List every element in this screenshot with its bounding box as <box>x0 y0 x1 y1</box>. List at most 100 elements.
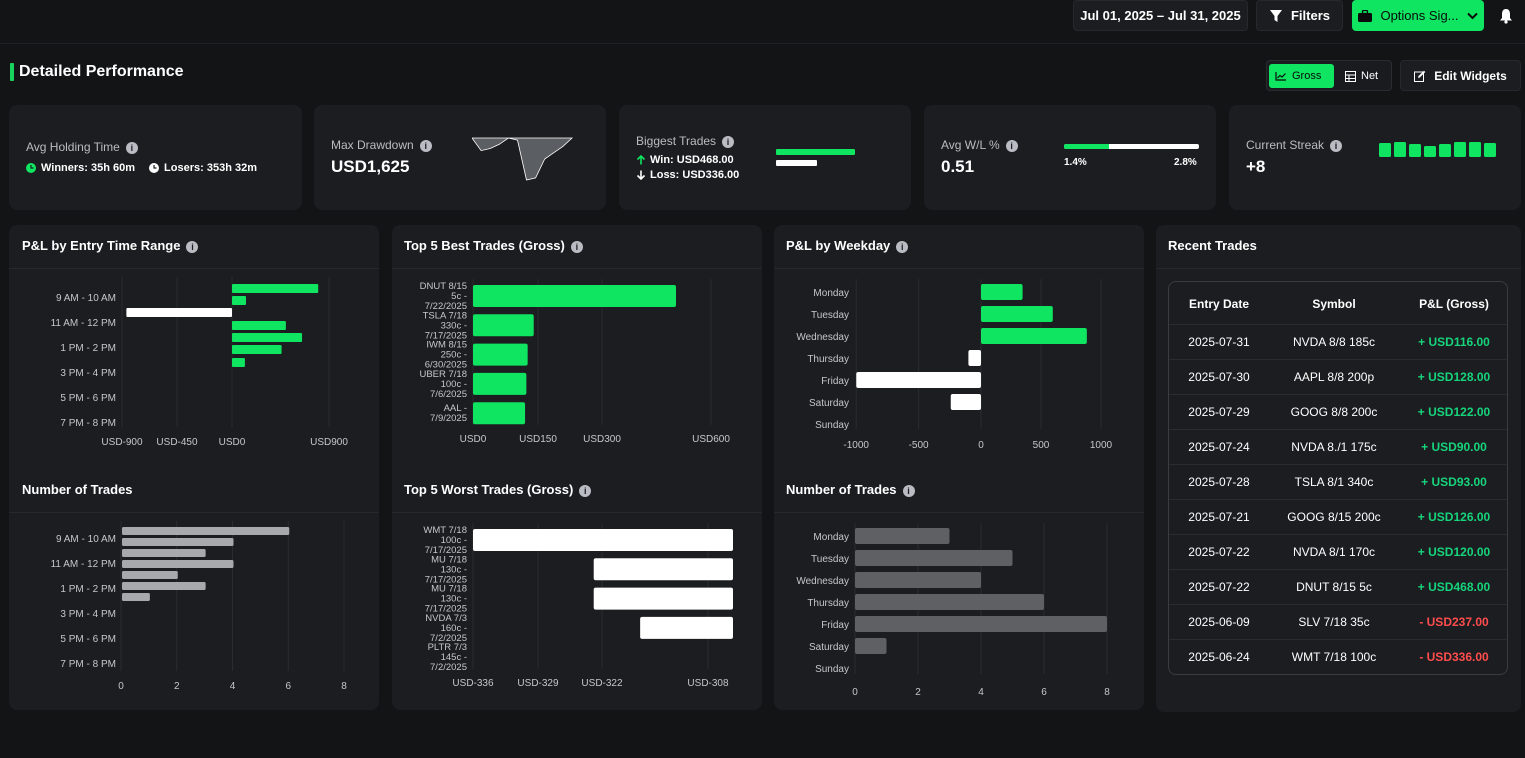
y-tick-label: 100c - <box>441 535 467 546</box>
gross-toggle-button[interactable]: Gross <box>1269 64 1334 88</box>
cell-pnl: + USD90.00 <box>1421 440 1487 454</box>
filters-label: Filters <box>1290 8 1330 23</box>
time-range-panel: P&L by Entry Time Range i USD-900 USD-450 U… <box>9 225 379 710</box>
weekday-panel: P&L by Weekday i -1000 -500 0 500 1000 Monday T… <box>774 225 1144 710</box>
cell-pnl: + USD128.00 <box>1417 370 1491 384</box>
x-tick-label: USD0 <box>460 434 487 445</box>
y-tick-label: IWM 8/15 <box>426 340 467 351</box>
y-tick-label: 1 PM - 2 PM <box>60 584 116 595</box>
cell-symbol: NVDA 8/8 185c <box>1292 335 1376 349</box>
table-row[interactable]: 2025-07-22 DNUT 8/15 5c + USD468.00 <box>1169 569 1507 604</box>
divider <box>392 268 762 269</box>
current-streak-label: Current Streak i <box>1246 138 1343 152</box>
y-tick-label: 7/2/2025 <box>430 633 467 644</box>
y-tick-label: Wednesday <box>796 332 849 343</box>
y-tick-label: TSLA 7/18 <box>423 310 467 321</box>
info-icon[interactable]: i <box>1005 139 1018 152</box>
y-tick-label: Sunday <box>815 664 849 675</box>
biggest-win-row: Win: USD468.00 <box>636 154 734 166</box>
info-icon[interactable]: i <box>579 484 592 497</box>
info-icon[interactable]: i <box>125 141 138 154</box>
y-tick-label: 7/9/2025 <box>430 413 467 424</box>
col-entry-date[interactable]: Entry Date <box>1188 296 1250 311</box>
cell-symbol: NVDA 8/1 170c <box>1292 545 1376 559</box>
y-tick-label: Saturday <box>809 642 849 653</box>
info-icon[interactable]: i <box>902 484 915 497</box>
top-bar: Jul 01, 2025 – Jul 31, 2025 Filters Opti… <box>0 0 1525 44</box>
max-drawdown-label: Max Drawdown i <box>331 138 432 152</box>
table-row[interactable]: 2025-07-29 GOOG 8/8 200c + USD122.00 <box>1169 394 1507 429</box>
divider <box>392 512 762 513</box>
info-icon[interactable]: i <box>186 240 199 253</box>
table-row[interactable]: 2025-07-21 GOOG 8/15 200c + USD126.00 <box>1169 499 1507 534</box>
x-tick-label: USD0 <box>219 437 246 448</box>
options-signal-dropdown[interactable]: Options Sig... <box>1352 0 1484 31</box>
info-icon[interactable]: i <box>722 135 735 148</box>
info-icon[interactable]: i <box>1330 139 1343 152</box>
recent-trades-title: Recent Trades <box>1168 238 1257 253</box>
table-row[interactable]: 2025-07-31 NVDA 8/8 185c + USD116.00 <box>1169 324 1507 359</box>
bar <box>968 350 981 366</box>
col-pnl[interactable]: P&L (Gross) <box>1419 296 1489 311</box>
y-tick-label: 3 PM - 4 PM <box>60 609 116 620</box>
bar <box>855 594 1044 610</box>
cell-pnl: + USD468.00 <box>1417 580 1491 594</box>
y-tick-label: Sunday <box>815 420 849 431</box>
best-worst-panel: Top 5 Best Trades (Gross) i USD0 USD150 USD… <box>392 225 762 710</box>
divider <box>1156 268 1521 269</box>
col-symbol[interactable]: Symbol <box>1312 296 1356 311</box>
y-tick-label: 1 PM - 2 PM <box>60 343 116 354</box>
y-tick-label: Tuesday <box>811 554 849 565</box>
avg-wl-card: Avg W/L % i 0.51 1.4% 2.8% <box>924 105 1216 210</box>
streak-bars <box>1379 142 1496 157</box>
table-row[interactable]: 2025-06-24 WMT 7/18 100c - USD336.00 <box>1169 639 1507 674</box>
avg-wl-label: Avg W/L % i <box>941 138 1018 152</box>
bar <box>232 345 282 354</box>
avg-holding-time-label: Avg Holding Time i <box>26 140 138 154</box>
info-icon[interactable]: i <box>419 139 432 152</box>
biggest-loss-bar <box>776 160 817 166</box>
info-icon[interactable]: i <box>570 240 583 253</box>
drawdown-sparkline <box>472 137 573 181</box>
x-tick-label: -1000 <box>843 440 869 451</box>
info-icon[interactable]: i <box>896 240 909 253</box>
net-toggle-button[interactable]: Net <box>1339 64 1389 88</box>
y-tick-label: 7 PM - 8 PM <box>60 418 116 429</box>
bar <box>855 638 887 654</box>
y-tick-label: 11 AM - 12 PM <box>51 559 116 570</box>
cell-symbol: NVDA 8./1 175c <box>1291 440 1377 454</box>
y-tick-label: 7/6/2025 <box>430 389 467 400</box>
y-tick-label: Monday <box>813 532 849 543</box>
y-tick-label: 7/17/2025 <box>425 604 467 615</box>
cell-symbol: GOOG 8/8 200c <box>1290 405 1378 419</box>
table-row[interactable]: 2025-07-30 AAPL 8/8 200p + USD128.00 <box>1169 359 1507 394</box>
filters-button[interactable]: Filters <box>1256 0 1343 31</box>
date-range-button[interactable]: Jul 01, 2025 – Jul 31, 2025 <box>1073 0 1248 31</box>
table-row[interactable]: 2025-07-24 NVDA 8./1 175c + USD90.00 <box>1169 429 1507 464</box>
y-tick-label: 7/17/2025 <box>425 574 467 585</box>
x-tick-label: 1000 <box>1090 440 1113 451</box>
streak-bar <box>1409 144 1421 157</box>
biggest-trades-card: Biggest Trades i Win: USD468.00 Loss: USD… <box>619 105 911 210</box>
table-row[interactable]: 2025-07-28 TSLA 8/1 340c + USD93.00 <box>1169 464 1507 499</box>
cell-pnl: + USD116.00 <box>1418 335 1490 349</box>
cell-symbol: DNUT 8/15 5c <box>1296 580 1372 594</box>
edit-widgets-button[interactable]: Edit Widgets <box>1400 60 1521 91</box>
line-chart-icon <box>1275 72 1286 81</box>
bar <box>473 529 733 551</box>
cell-symbol: AAPL 8/8 200p <box>1293 370 1375 384</box>
y-tick-label: 5 PM - 6 PM <box>60 634 116 645</box>
bar <box>232 296 247 305</box>
y-tick-label: MU 7/18 <box>431 554 467 565</box>
pnl-weekday-title: P&L by Weekday i <box>786 238 909 253</box>
table-row[interactable]: 2025-06-09 SLV 7/18 35c - USD237.00 <box>1169 604 1507 639</box>
divider <box>774 268 1144 269</box>
notification-bell-icon[interactable] <box>1499 8 1513 24</box>
bar <box>855 550 1013 566</box>
table-row[interactable]: 2025-07-22 NVDA 8/1 170c + USD120.00 <box>1169 534 1507 569</box>
trades-time-chart: 0 2 4 6 8 9 AM - 10 AM 11 AM - 12 PM 1 PM - 2 P… <box>51 521 347 692</box>
current-streak-value: +8 <box>1246 157 1266 176</box>
bar <box>473 314 534 337</box>
pnl-weekday-chart: -1000 -500 0 500 1000 Monday Tuesday Wednesday T… <box>796 279 1113 451</box>
